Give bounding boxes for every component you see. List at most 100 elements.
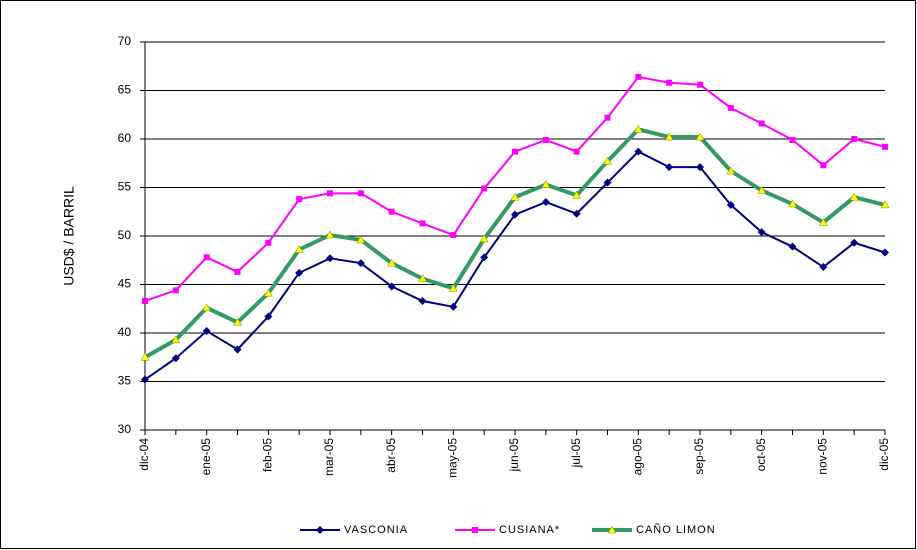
point xyxy=(387,282,396,291)
y-tick-label: 40 xyxy=(118,325,132,339)
point xyxy=(233,345,242,354)
point xyxy=(448,283,458,292)
y-tick-label: 45 xyxy=(118,277,132,291)
point xyxy=(603,178,612,187)
point xyxy=(510,192,520,201)
point xyxy=(327,190,333,197)
point xyxy=(172,287,179,294)
point xyxy=(418,274,427,282)
point xyxy=(664,132,674,141)
point xyxy=(418,296,427,305)
x-tick-label: nov-05 xyxy=(816,438,830,475)
point xyxy=(849,192,859,201)
x-tick-label: ago-05 xyxy=(631,438,645,476)
point xyxy=(481,185,488,192)
point xyxy=(264,312,273,321)
point xyxy=(695,132,705,141)
point xyxy=(572,190,582,199)
point xyxy=(479,234,489,243)
point xyxy=(449,302,458,311)
point xyxy=(542,136,549,143)
point xyxy=(633,124,643,133)
point xyxy=(572,209,581,218)
point xyxy=(635,73,642,80)
x-tick-label: may-05 xyxy=(446,438,460,478)
point xyxy=(511,210,519,219)
legend-label: VASCONIA xyxy=(344,524,408,536)
legend: VASCONIA CUSIANA* CAÑO LIMON xyxy=(300,523,716,536)
point xyxy=(666,79,673,86)
point xyxy=(140,352,150,361)
point xyxy=(356,235,366,244)
y-axis-label: USD$ / BARRIL xyxy=(61,186,77,286)
point xyxy=(202,303,212,312)
y-tick-label: 30 xyxy=(118,422,132,436)
point xyxy=(541,180,551,188)
point xyxy=(480,253,489,262)
point xyxy=(294,245,304,253)
point xyxy=(726,166,736,175)
point xyxy=(541,198,550,207)
point xyxy=(142,297,148,304)
legend-marker xyxy=(472,527,478,533)
x-tick-label: ene-05 xyxy=(199,438,213,476)
x-tick-label: sep-05 xyxy=(692,438,706,475)
point xyxy=(757,228,766,237)
point xyxy=(880,200,890,209)
point xyxy=(604,114,611,121)
point xyxy=(171,354,180,363)
point xyxy=(603,156,612,165)
point xyxy=(141,375,149,384)
y-tick-label: 50 xyxy=(118,228,132,242)
y-tick-label: 60 xyxy=(118,131,132,145)
point xyxy=(356,259,365,268)
x-tick-label: jun-05 xyxy=(507,438,521,473)
point xyxy=(573,148,580,155)
point xyxy=(263,288,273,297)
point xyxy=(171,335,181,344)
point xyxy=(512,148,518,155)
point xyxy=(881,248,889,257)
y-tick-label: 65 xyxy=(118,83,132,97)
point xyxy=(388,208,395,215)
legend-marker xyxy=(607,525,617,534)
point xyxy=(387,258,397,267)
point xyxy=(203,254,210,261)
point xyxy=(634,147,643,156)
point xyxy=(789,136,796,143)
point xyxy=(882,143,888,150)
point xyxy=(419,220,426,227)
legend-label: CAÑO LIMON xyxy=(636,523,716,536)
x-tick-label: dic-05 xyxy=(877,438,891,471)
point xyxy=(697,81,703,88)
legend-marker xyxy=(316,526,324,534)
point xyxy=(296,196,303,203)
point xyxy=(696,163,704,172)
point xyxy=(758,120,765,127)
point xyxy=(818,217,828,226)
point xyxy=(850,238,859,247)
point xyxy=(450,232,457,239)
y-tick-label: 55 xyxy=(118,180,132,194)
point xyxy=(357,190,364,197)
point xyxy=(295,268,304,277)
x-tick-label: feb-05 xyxy=(261,438,275,472)
legend-label: CUSIANA* xyxy=(499,524,560,536)
y-tick-label: 35 xyxy=(118,374,132,388)
point xyxy=(820,162,827,169)
point xyxy=(757,185,767,194)
x-tick-label: abr-05 xyxy=(384,438,398,473)
point xyxy=(265,239,272,246)
point xyxy=(788,199,797,208)
point xyxy=(788,242,797,251)
point xyxy=(234,268,241,275)
point xyxy=(727,104,734,111)
point xyxy=(819,263,828,272)
point xyxy=(851,136,858,142)
point xyxy=(326,254,334,263)
point xyxy=(665,163,674,172)
x-tick-label: dic-04 xyxy=(137,438,151,471)
x-tick-label: mar-05 xyxy=(322,438,336,476)
